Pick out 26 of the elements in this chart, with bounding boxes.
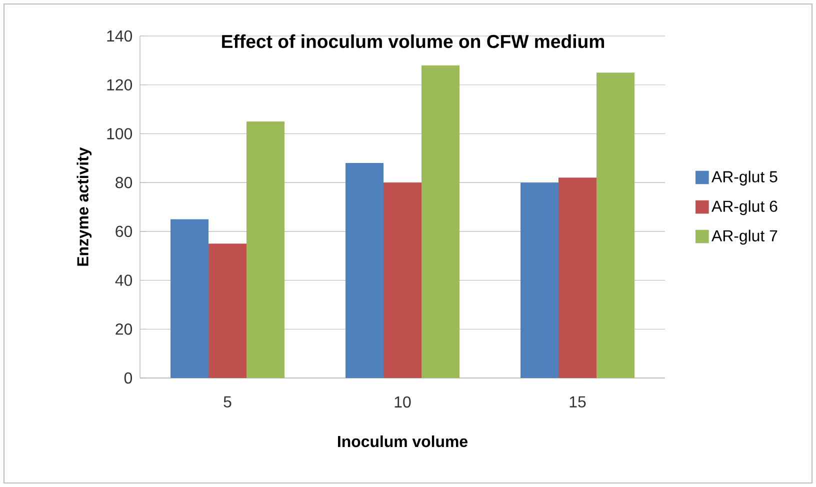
y-tick-label: 20 — [116, 324, 132, 335]
bar — [422, 65, 460, 378]
y-tick-label: 100 — [107, 128, 132, 140]
y-tick-label: 80 — [116, 176, 132, 188]
y-axis-title: Enzyme activity — [76, 147, 92, 266]
x-tick-label: 15 — [570, 396, 586, 408]
x-tick-label: 5 — [224, 396, 232, 408]
bar — [170, 219, 209, 378]
y-tick-label: 140 — [107, 30, 132, 42]
bar — [384, 182, 422, 378]
x-axis-title: Inoculum volume — [338, 435, 468, 448]
bar — [246, 122, 284, 378]
legend-label: AR-glut 7 — [712, 230, 778, 245]
legend-label: AR-glut 5 — [712, 170, 778, 186]
x-tick-label: 10 — [394, 396, 411, 408]
bar — [346, 163, 384, 378]
bar — [520, 182, 559, 378]
chart-title: Effect of inoculum volume on CFW medium — [222, 34, 604, 48]
y-tick-label: 60 — [116, 226, 132, 238]
y-tick-label: 120 — [107, 79, 132, 90]
y-tick-label: 40 — [115, 274, 132, 286]
bar — [208, 244, 246, 378]
y-tick-label: 0 — [124, 372, 132, 384]
bar — [558, 178, 596, 378]
legend-label: AR-glut 6 — [712, 200, 778, 216]
bar — [596, 72, 634, 378]
